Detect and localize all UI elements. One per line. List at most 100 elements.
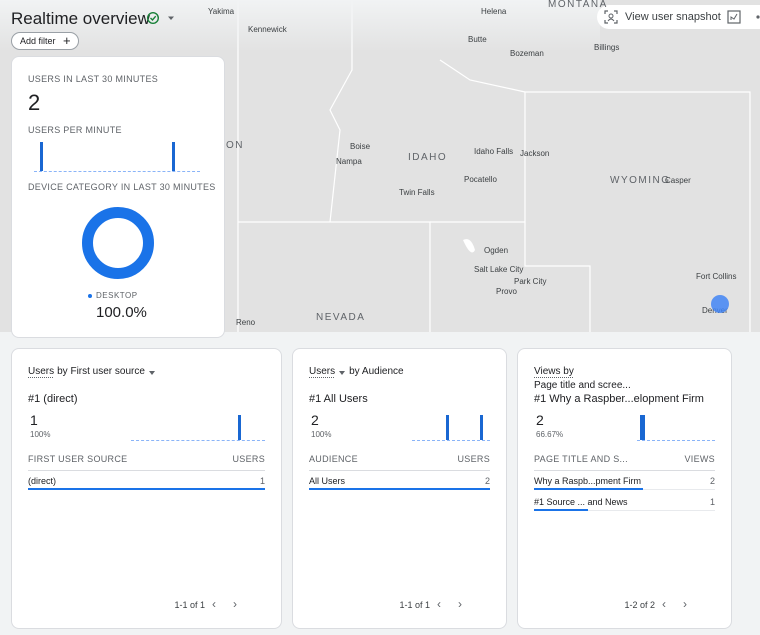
top-share: 100% (311, 430, 332, 439)
city-label: Twin Falls (399, 188, 435, 197)
top-value: 2 (536, 412, 544, 428)
plus-icon: + (62, 33, 71, 48)
top-item: #1 All Users (309, 393, 368, 405)
card-title: Page title and scree... (534, 380, 631, 391)
sparkline-baseline (412, 440, 490, 441)
per-minute-label: USERS PER MINUTE (28, 125, 122, 135)
state-label: WYOMING (610, 175, 671, 186)
city-label: Nampa (336, 157, 362, 166)
next-button[interactable]: › (458, 597, 462, 611)
pagination: 1-2 of 2 (624, 600, 655, 610)
card-title: Users (28, 366, 55, 377)
city-label: Yakima (208, 7, 235, 16)
card-title: Views by (534, 366, 574, 377)
city-label: Pocatello (464, 175, 497, 184)
card-title: by Audience (349, 366, 404, 377)
separator (534, 470, 715, 471)
active-user-dot (711, 295, 729, 313)
city-label: Fort Collins (696, 272, 737, 281)
prev-button[interactable]: ‹ (212, 597, 216, 611)
row-bar (28, 488, 265, 490)
top-share: 100% (30, 430, 51, 439)
row-label: Why a Raspb...pment Firm (534, 476, 642, 486)
top-item: #1 Why a Raspber...elopment Firm (534, 393, 704, 405)
row-value: 2 (484, 476, 490, 486)
spark-bar (445, 415, 449, 440)
spark-bar (642, 415, 646, 440)
snapshot-icon (604, 10, 618, 24)
device-donut (82, 207, 154, 279)
column-header: VIEWS (684, 454, 715, 464)
state-label: IDAHO (408, 152, 448, 163)
city-label: Park City (514, 277, 547, 286)
row-value: 1 (259, 476, 265, 486)
row-value: 2 (709, 476, 715, 486)
donut-segment (82, 207, 154, 279)
pagination: 1-1 of 1 (174, 600, 205, 610)
column-header: AUDIENCE (309, 454, 358, 464)
city-label: Provo (496, 287, 517, 296)
dropdown-icon (148, 371, 155, 375)
sparkline-baseline (131, 440, 265, 441)
row-value: 1 (709, 497, 715, 507)
add-filter-button[interactable]: Add filter + (11, 32, 79, 50)
users-count: 2 (28, 90, 41, 115)
row-bar (534, 509, 589, 511)
prev-button[interactable]: ‹ (662, 597, 666, 611)
separator (309, 470, 490, 471)
city-label: Jackson (520, 149, 550, 158)
state-label: MONTANA (548, 0, 608, 10)
spark-bar (639, 415, 643, 440)
city-label: Salt Lake City (474, 265, 524, 274)
spark-bar (238, 415, 242, 440)
sparkline-baseline (637, 440, 715, 441)
prev-button[interactable]: ‹ (437, 597, 441, 611)
city-label: Helena (481, 7, 507, 16)
row-track (534, 510, 715, 511)
city-label: Casper (665, 176, 691, 185)
spark-bar (479, 415, 483, 440)
city-label: Kennewick (248, 25, 287, 34)
page-title: Realtime overview (11, 9, 150, 28)
sparkline-baseline (34, 171, 200, 172)
city-label: Billings (594, 43, 620, 52)
toolbar-icons (727, 10, 760, 24)
status-icons (147, 12, 174, 24)
state-label: ON (226, 140, 244, 151)
column-header: USERS (457, 454, 490, 464)
row-label: (direct) (28, 476, 57, 486)
column-header: USERS (232, 454, 265, 464)
column-header: PAGE TITLE AND S... (534, 454, 628, 464)
row-bar (534, 488, 643, 490)
city-label: Butte (468, 35, 487, 44)
state-label: NEVADA (316, 312, 366, 323)
next-button[interactable]: › (683, 597, 687, 611)
spark-bar (39, 142, 43, 171)
card-title: by First user source (57, 366, 145, 377)
snapshot-bar: View user snapshot (597, 5, 760, 29)
next-button[interactable]: › (233, 597, 237, 611)
top-value: 2 (311, 412, 319, 428)
city-label: Idaho Falls (474, 147, 514, 156)
pagination: 1-1 of 1 (399, 600, 430, 610)
city-label: Ogden (484, 246, 509, 255)
summary-card (11, 56, 225, 338)
spark-bar (172, 142, 176, 171)
device-name: DESKTOP (96, 291, 138, 300)
city-label: Bozeman (510, 49, 544, 58)
device-share: 100.0% (96, 304, 147, 321)
row-bar (309, 488, 490, 490)
top-share: 66.67% (536, 430, 564, 439)
city-label: Boise (350, 142, 371, 151)
city-label: Reno (236, 318, 256, 327)
add-filter-label: Add filter (20, 36, 56, 46)
row-label: All Users (309, 476, 346, 486)
legend-dot (88, 294, 92, 298)
card-title: Users (309, 366, 336, 377)
header-fade (0, 0, 600, 52)
separator (28, 470, 265, 471)
row-label: #1 Source ... and News (534, 497, 628, 507)
snapshot-button[interactable]: View user snapshot (625, 11, 721, 23)
column-header: FIRST USER SOURCE (28, 454, 128, 464)
